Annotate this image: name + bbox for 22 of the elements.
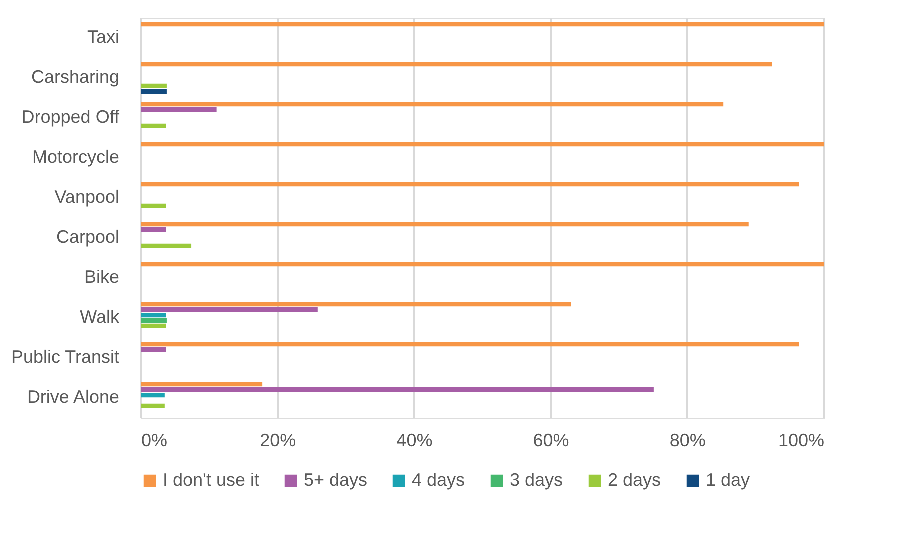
- x-tick-label: 80%: [670, 430, 706, 450]
- x-tick-label: 100%: [778, 430, 824, 450]
- y-tick-label: Walk: [80, 307, 120, 327]
- x-tick-label: 60%: [533, 430, 570, 450]
- legend-label: 2 days: [608, 470, 662, 490]
- x-tick-label: 0%: [142, 430, 168, 450]
- y-tick-label: Dropped Off: [22, 107, 120, 127]
- legend-label: 4 days: [412, 470, 466, 490]
- y-tick-label: Bike: [84, 267, 120, 287]
- x-tick-label: 20%: [260, 430, 296, 450]
- y-tick-label: Taxi: [87, 27, 120, 47]
- legend-label: 5+ days: [304, 470, 368, 490]
- x-tick-label: 40%: [396, 430, 433, 450]
- y-tick-label: Public Transit: [11, 347, 120, 367]
- y-tick-label: Vanpool: [54, 187, 120, 207]
- legend-label: 1 day: [706, 470, 750, 490]
- legend-label: I don't use it: [163, 470, 260, 490]
- y-tick-label: Carsharing: [31, 67, 120, 87]
- legend-label: 3 days: [510, 470, 564, 490]
- y-tick-label: Drive Alone: [27, 387, 120, 407]
- y-tick-label: Carpool: [56, 227, 120, 247]
- y-tick-label: Motorcycle: [32, 147, 120, 167]
